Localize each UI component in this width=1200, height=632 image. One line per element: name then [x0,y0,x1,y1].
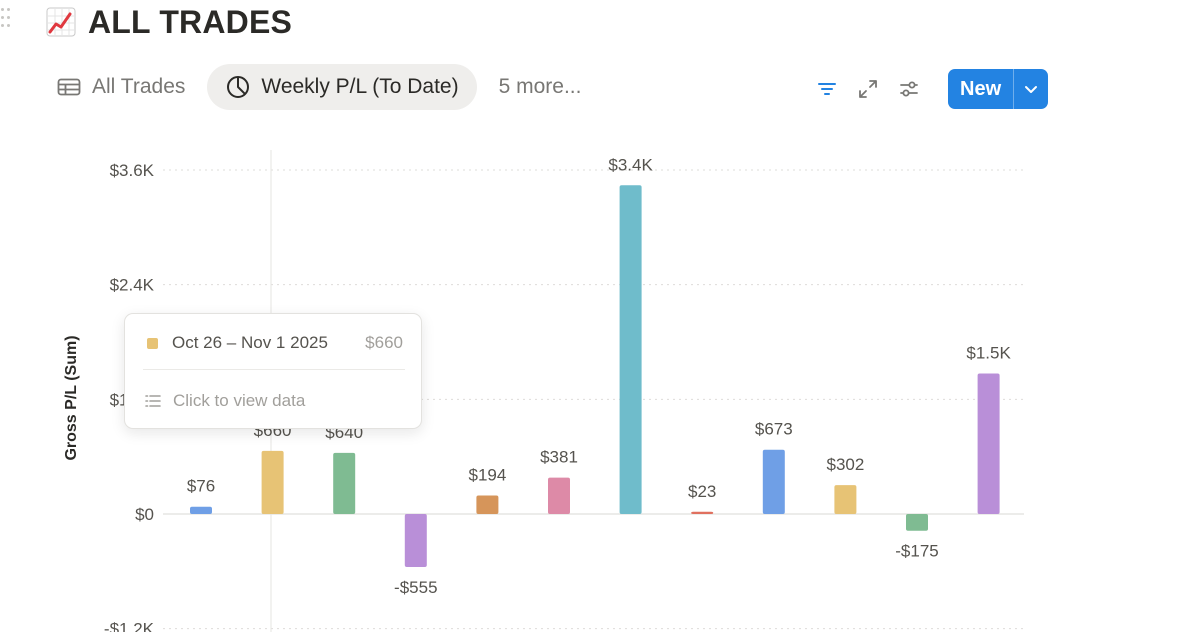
data-label: $23 [688,482,716,501]
expand-icon [859,80,877,98]
pie-chart-icon [227,76,250,98]
new-button[interactable]: New [960,77,1002,100]
data-label: $302 [826,455,864,474]
y-tick-label: $0 [135,505,154,524]
tab-label: Weekly P/L (To Date) [261,75,459,98]
data-label: -$555 [394,578,437,597]
database-toolbar: New [810,69,1049,109]
bar[interactable] [476,495,499,514]
bar[interactable] [906,514,928,531]
tooltip-swatch [147,337,158,349]
tab-label: 5 more... [498,75,582,98]
data-label: $194 [468,465,506,484]
sliders-icon [900,81,918,97]
chart-tooltip: Oct 26 – Nov 1 2025 $660 Click to view d… [124,313,422,429]
bar[interactable] [261,450,284,514]
list-icon [145,395,161,407]
bar[interactable] [548,477,570,514]
drag-handle-icon[interactable] [0,8,12,34]
expand-button[interactable] [851,72,885,106]
tooltip-value: $660 [365,333,403,352]
y-tick-label: $2.4K [110,276,155,295]
page-title: ALL TRADES [88,3,293,40]
bar[interactable] [691,511,714,514]
chart-increasing-icon [46,7,76,37]
tab-weekly-pl[interactable]: Weekly P/L (To Date) [207,64,477,110]
tooltip-range: Oct 26 – Nov 1 2025 [172,333,328,352]
new-button-group: New [948,69,1049,109]
tooltip-divider [143,369,405,370]
data-label: $381 [540,448,578,467]
tooltip-header: Oct 26 – Nov 1 2025 $660 [147,332,403,354]
table-icon [57,78,81,96]
tab-more[interactable]: 5 more... [495,64,586,110]
view-tabs: All Trades Weekly P/L (To Date) 5 more..… [52,64,585,110]
page-header: ALL TRADES [46,2,292,42]
new-dropdown-button[interactable] [1014,69,1048,109]
y-tick-label: $3.6K [110,161,155,180]
new-button-divider [1013,69,1015,109]
tab-label: All Trades [92,75,186,98]
bar[interactable] [762,449,785,514]
y-axis-label: Gross P/L (Sum) [63,335,80,460]
chevron-down-icon [1025,86,1038,93]
view-data-label: Click to view data [173,391,306,410]
bar[interactable] [333,452,356,514]
view-data-link[interactable]: Click to view data [145,390,305,412]
data-label: $1.5K [966,344,1011,363]
filter-button[interactable] [810,72,844,106]
data-label: $76 [187,477,215,496]
bar[interactable] [619,185,642,515]
tab-all-trades[interactable]: All Trades [52,64,189,110]
data-label: -$175 [895,542,938,561]
settings-button[interactable] [892,72,926,106]
data-label: $673 [755,420,793,439]
data-label: $3.4K [608,155,653,174]
bar[interactable] [190,506,212,514]
bar[interactable] [977,373,1000,514]
filter-icon [818,83,836,95]
bar[interactable] [404,514,427,568]
y-tick-label: -$1.2K [104,620,155,632]
bar[interactable] [834,485,857,514]
